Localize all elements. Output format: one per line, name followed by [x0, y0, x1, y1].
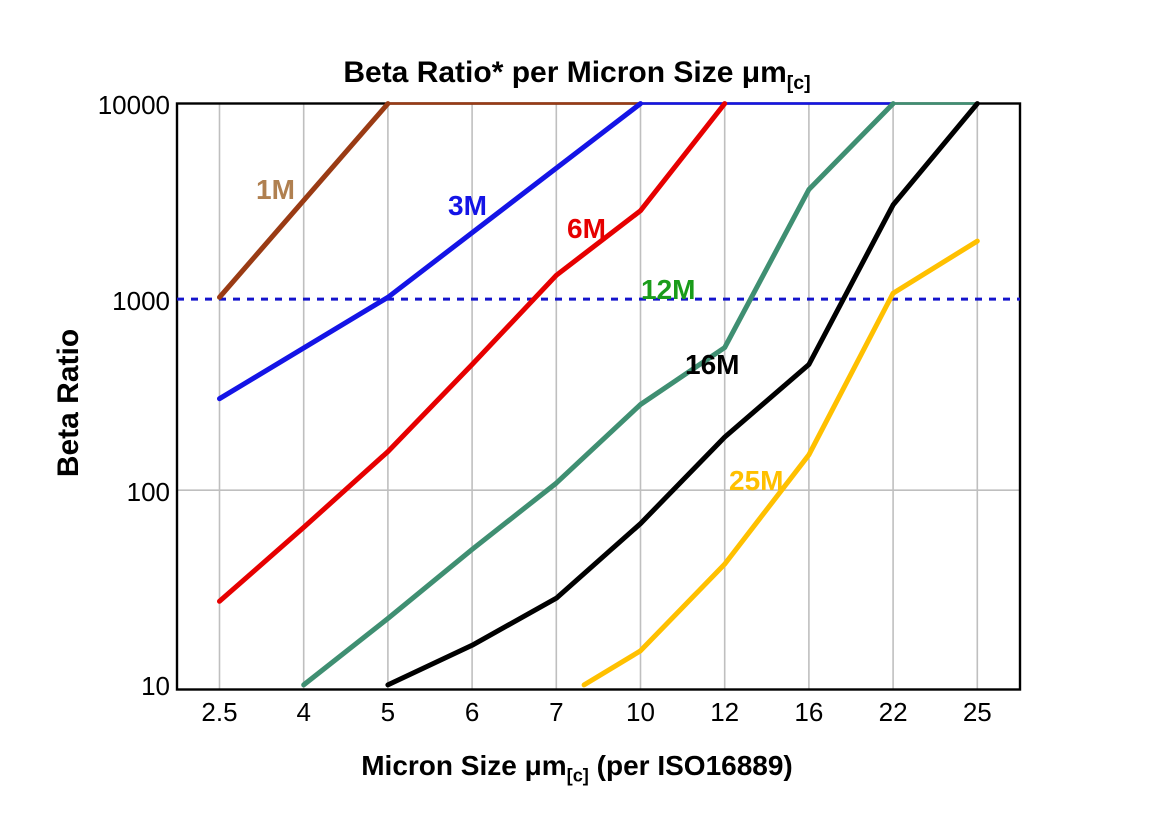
- svg-text:16M: 16M: [685, 349, 739, 380]
- svg-text:12M: 12M: [641, 274, 695, 305]
- svg-text:6M: 6M: [567, 213, 606, 244]
- svg-text:25M: 25M: [729, 465, 783, 496]
- svg-text:Beta Ratio: Beta Ratio: [52, 329, 85, 477]
- svg-text:3M: 3M: [448, 190, 487, 221]
- svg-text:1M: 1M: [256, 174, 295, 205]
